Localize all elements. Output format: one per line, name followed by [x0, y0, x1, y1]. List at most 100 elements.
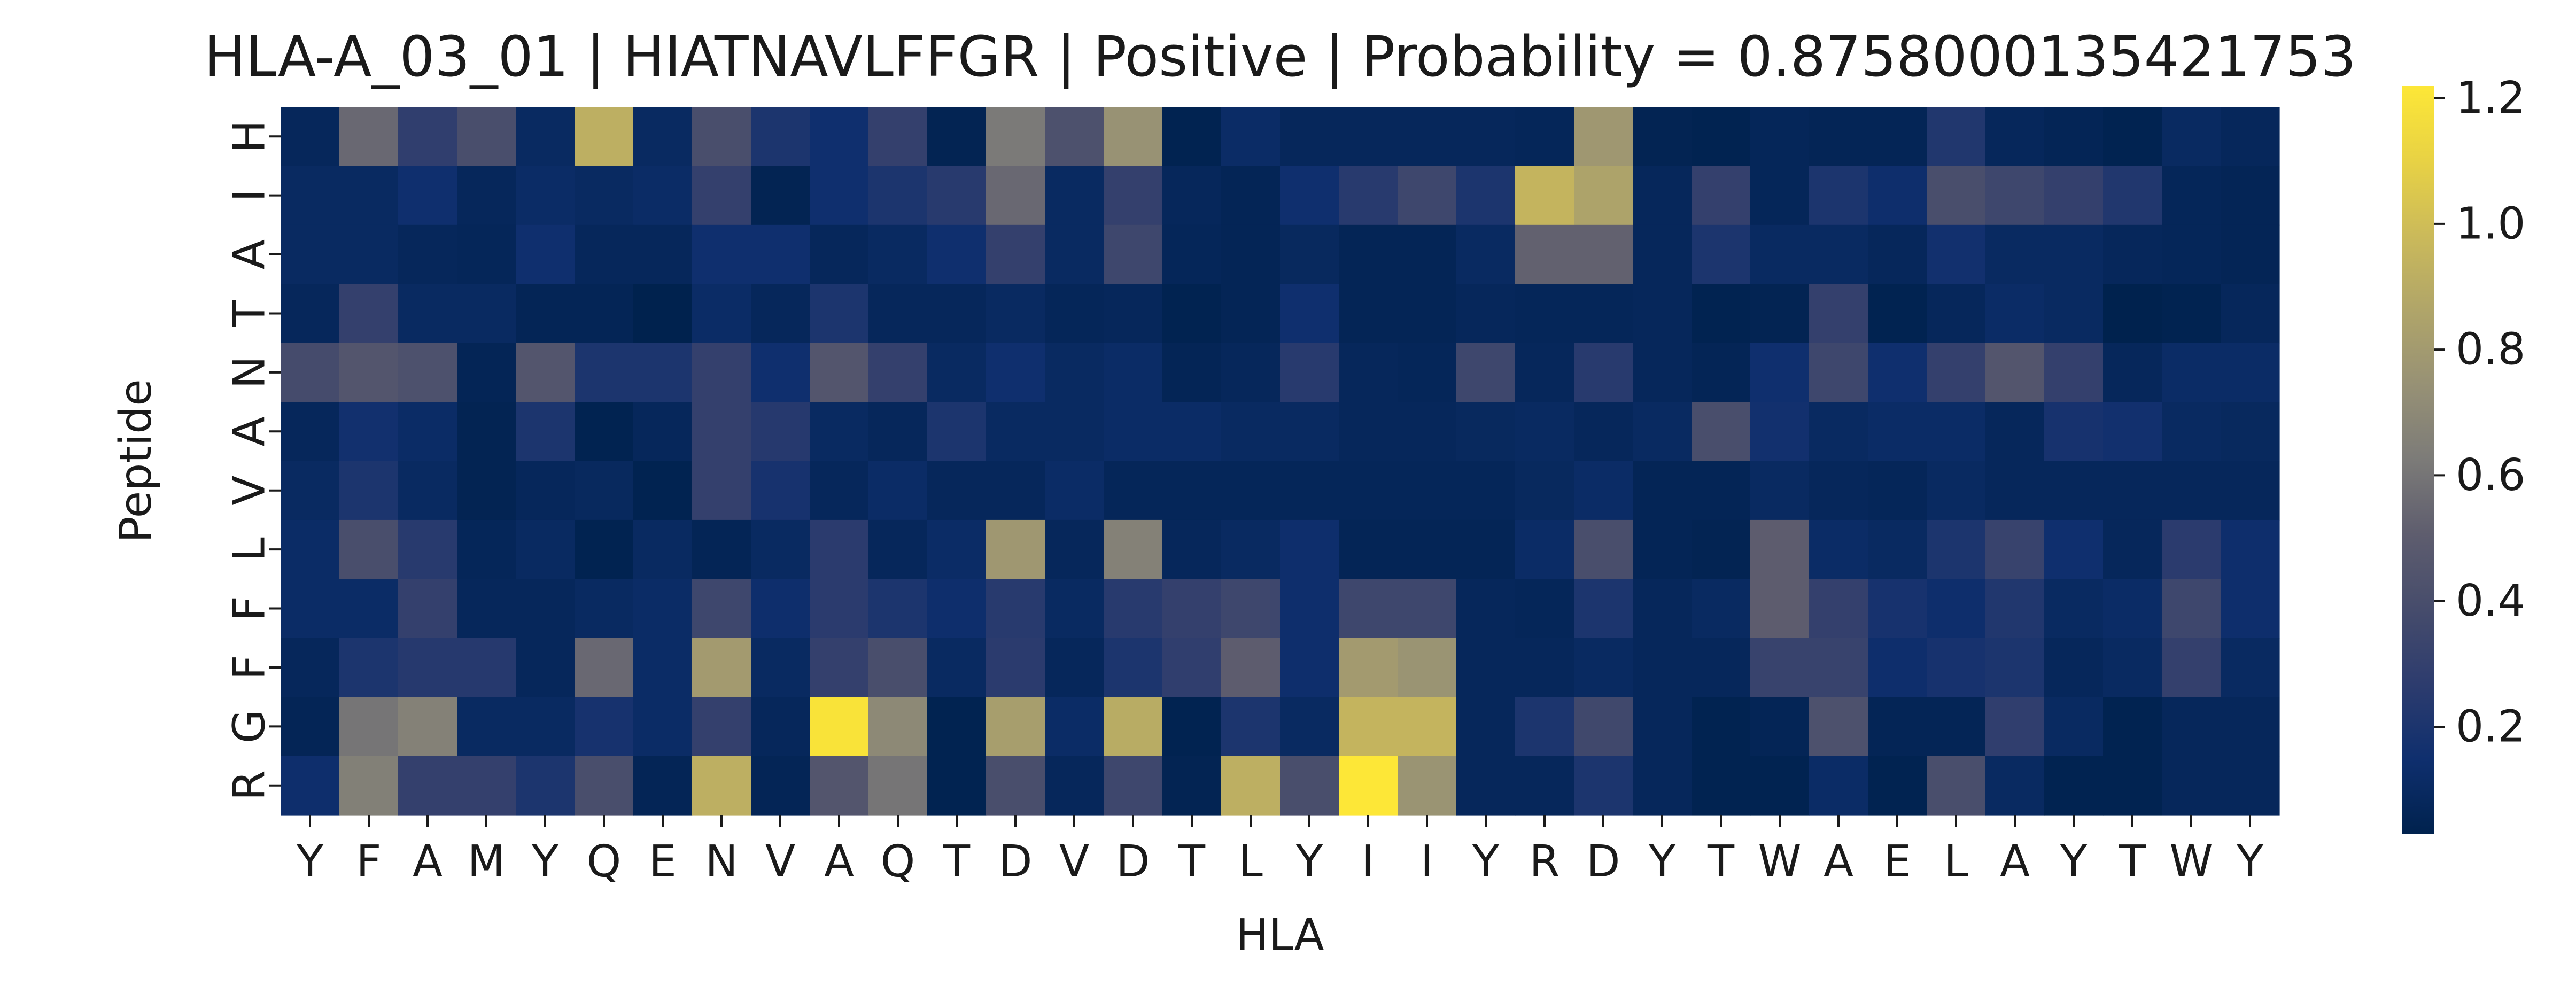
heatmap-cell — [1162, 343, 1222, 402]
heatmap-cell — [398, 343, 457, 402]
heatmap-cell — [1398, 697, 1457, 757]
heatmap-cell — [398, 519, 457, 579]
heatmap-cell — [810, 461, 869, 521]
colorbar-tick-label: 1.0 — [2456, 198, 2525, 249]
heatmap-cell — [575, 697, 634, 757]
heatmap-cell — [1750, 402, 1810, 462]
heatmap-cell — [2103, 166, 2162, 226]
heatmap-cell — [633, 519, 693, 579]
heatmap-cell — [1280, 224, 1339, 284]
heatmap-cell — [1515, 166, 1574, 226]
heatmap-cell — [927, 224, 987, 284]
heatmap-cell — [575, 461, 634, 521]
heatmap-cell — [633, 107, 693, 167]
heatmap-cell — [810, 638, 869, 697]
heatmap-cell — [633, 697, 693, 757]
heatmap-cell — [986, 224, 1045, 284]
heatmap-cell — [2221, 461, 2280, 521]
heatmap-cell — [751, 756, 810, 816]
heatmap-cell — [398, 402, 457, 462]
heatmap-cell — [516, 107, 575, 167]
heatmap-cell — [2103, 638, 2162, 697]
heatmap-cell — [1104, 697, 1163, 757]
x-tick-label: T — [1178, 836, 1206, 887]
heatmap-cell — [1456, 166, 1516, 226]
heatmap-cell — [575, 166, 634, 226]
heatmap-cell — [1221, 638, 1281, 697]
x-tick-label: I — [1421, 836, 1433, 887]
heatmap-cell — [2044, 402, 2104, 462]
heatmap-cell — [1280, 107, 1339, 167]
heatmap-cell — [1045, 284, 1104, 344]
heatmap-cell — [2162, 166, 2221, 226]
heatmap-cell — [457, 638, 516, 697]
heatmap-cell — [1221, 284, 1281, 344]
heatmap-cell — [1221, 343, 1281, 402]
y-tick-label: F — [224, 596, 275, 621]
heatmap-cell — [1809, 166, 1868, 226]
heatmap-cell — [1162, 697, 1222, 757]
heatmap-cell — [633, 343, 693, 402]
heatmap-cell — [2044, 697, 2104, 757]
heatmap-cell — [1750, 519, 1810, 579]
heatmap-cell — [1162, 638, 1222, 697]
heatmap-cell — [1280, 638, 1339, 697]
heatmap-cell — [281, 461, 340, 521]
heatmap-cell — [1280, 519, 1339, 579]
heatmap-cell — [281, 166, 340, 226]
heatmap-cell — [692, 343, 751, 402]
heatmap-cell — [986, 166, 1045, 226]
heatmap-cell — [516, 284, 575, 344]
heatmap-cell — [516, 343, 575, 402]
heatmap-cell — [1398, 756, 1457, 816]
heatmap-cell — [810, 107, 869, 167]
heatmap-cell — [1045, 697, 1104, 757]
heatmap-cell — [692, 461, 751, 521]
heatmap-cell — [1868, 343, 1927, 402]
heatmap-cell — [1633, 224, 1692, 284]
heatmap-cell — [2044, 224, 2104, 284]
heatmap-cell — [810, 224, 869, 284]
heatmap-cell — [1574, 697, 1633, 757]
heatmap-cell — [1398, 579, 1457, 639]
heatmap-cell — [1221, 519, 1281, 579]
heatmap-cell — [692, 638, 751, 697]
heatmap-cell — [281, 107, 340, 167]
heatmap-cell — [2221, 343, 2280, 402]
heatmap-cell — [516, 224, 575, 284]
heatmap-cell — [1633, 166, 1692, 226]
heatmap-cell — [927, 519, 987, 579]
x-tick-label: R — [1530, 836, 1560, 887]
heatmap-cell — [2103, 343, 2162, 402]
heatmap-cell — [1985, 402, 2045, 462]
heatmap-cell — [751, 697, 810, 757]
x-tick-label: M — [468, 836, 506, 887]
heatmap-cell — [281, 756, 340, 816]
heatmap-cell — [2221, 107, 2280, 167]
heatmap-cell — [398, 579, 457, 639]
heatmap-cell — [1162, 519, 1222, 579]
heatmap-cell — [457, 224, 516, 284]
heatmap-cell — [1692, 284, 1751, 344]
heatmap-cell — [339, 579, 399, 639]
heatmap-cell — [986, 579, 1045, 639]
heatmap-cell — [986, 756, 1045, 816]
heatmap-cell — [1456, 107, 1516, 167]
heatmap-cell — [1809, 224, 1868, 284]
heatmap-cell — [1574, 107, 1633, 167]
heatmap-cell — [1045, 107, 1104, 167]
heatmap-cell — [868, 638, 928, 697]
heatmap-cell — [1398, 402, 1457, 462]
heatmap-cell — [1692, 166, 1751, 226]
heatmap-cell — [692, 579, 751, 639]
heatmap-cell — [1809, 756, 1868, 816]
heatmap-cell — [1750, 756, 1810, 816]
heatmap-cell — [1927, 519, 1986, 579]
heatmap-cell — [810, 284, 869, 344]
heatmap-cell — [692, 519, 751, 579]
heatmap-cell — [2044, 343, 2104, 402]
heatmap-cell — [1927, 579, 1986, 639]
heatmap-cell — [339, 461, 399, 521]
heatmap-cell — [1633, 402, 1692, 462]
